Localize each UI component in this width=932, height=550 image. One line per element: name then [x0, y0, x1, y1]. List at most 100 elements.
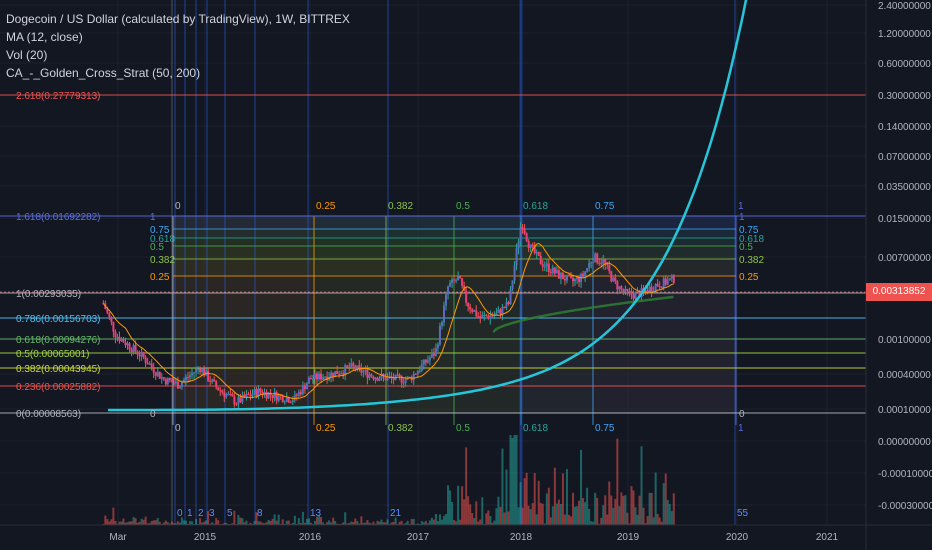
candle-body — [505, 302, 508, 308]
volume-bar — [332, 517, 335, 525]
candle-body — [636, 291, 639, 293]
volume-bar — [144, 516, 147, 525]
candle-body — [152, 367, 155, 373]
candle-body — [124, 342, 127, 346]
price-tick-label: 0.00040000 — [878, 370, 931, 381]
candle-body — [344, 365, 347, 375]
volume-bar — [467, 496, 470, 525]
volume-bar — [360, 516, 363, 525]
candle-body — [158, 371, 161, 379]
volume-bar — [166, 522, 169, 525]
volume-bar — [626, 512, 629, 525]
candle-body — [414, 373, 417, 375]
volume-bar — [259, 521, 262, 525]
candle-body — [201, 368, 204, 373]
fib-time-label-bottom: 0.5 — [456, 423, 470, 434]
candle-body — [412, 373, 415, 381]
fib-box-label-right: 0.25 — [739, 272, 759, 283]
candle-body — [334, 371, 337, 377]
volume-bar — [297, 518, 300, 525]
time-tick-label: 2018 — [510, 532, 533, 543]
candle-body — [511, 280, 514, 290]
fib-count-label: 2 — [198, 508, 204, 519]
candle-body — [563, 279, 566, 281]
candle-body — [531, 244, 534, 247]
candle-body — [491, 315, 494, 317]
volume-bar — [465, 447, 468, 525]
price-tick-label: 0.03500000 — [878, 182, 931, 193]
legend-golden-cross[interactable]: CA_-_Golden_Cross_Strat (50, 200) — [6, 66, 201, 80]
candle-body — [477, 315, 480, 317]
volume-bar — [191, 521, 194, 525]
candle-body — [166, 377, 169, 385]
candle-body — [602, 259, 605, 264]
candle-body — [461, 278, 464, 286]
candle-body — [442, 305, 445, 323]
volume-bar — [217, 520, 220, 525]
candle-body — [547, 263, 550, 272]
candle-body — [273, 392, 276, 399]
volume-bar — [561, 473, 564, 525]
candle-body — [513, 265, 516, 281]
candle-body — [247, 393, 250, 395]
candle-body — [386, 376, 389, 381]
fib-count-label: 1 — [187, 508, 193, 519]
legend-ma[interactable]: MA (12, close) — [6, 30, 83, 44]
volume-bar — [114, 520, 117, 525]
candle-body — [418, 370, 421, 372]
fib-time-label-top: 0.618 — [523, 201, 548, 212]
volume-bar — [152, 520, 155, 525]
fib-time-zone — [386, 216, 454, 413]
volume-bar — [307, 518, 310, 525]
volume-bar — [231, 523, 234, 525]
candle-body — [672, 275, 675, 283]
candle-body — [457, 276, 460, 281]
fib-time-zone-lines — [171, 0, 737, 525]
volume-bar — [426, 523, 429, 525]
fib-level-label: 0.382(0.00043945) — [16, 364, 101, 375]
volume-bar — [368, 522, 371, 525]
fib-level-label: 1.618(0.01692282) — [16, 212, 101, 223]
fib-box-label-right: 0.75 — [739, 225, 759, 236]
volume-bar — [624, 495, 627, 525]
volume-bar — [384, 522, 387, 525]
candle-body — [324, 376, 327, 378]
candle-body — [471, 309, 474, 312]
candle-body — [582, 273, 585, 277]
candle-body — [168, 377, 171, 381]
volume-bar — [457, 485, 460, 525]
candle-body — [545, 263, 548, 267]
volume-bar — [638, 495, 641, 525]
volume-bar — [565, 469, 568, 525]
fib-time-label-bottom: 0.25 — [316, 423, 336, 434]
volume-bar — [233, 510, 236, 525]
volume-bar — [287, 520, 290, 525]
volume-bar — [430, 517, 433, 525]
legend-volume[interactable]: Vol (20) — [6, 48, 48, 62]
volume-bar — [664, 473, 667, 525]
candle-body — [174, 381, 177, 384]
price-tick-label: 1.20000000 — [878, 29, 931, 40]
volume-bar — [211, 522, 214, 525]
volume-bar — [110, 519, 113, 525]
volume-bar — [362, 522, 365, 525]
candle-body — [658, 286, 661, 288]
volume-bar — [330, 522, 333, 525]
volume-bar — [586, 487, 589, 525]
volume-bar — [356, 521, 359, 525]
candle-body — [517, 241, 520, 249]
candle-body — [237, 397, 240, 405]
candle-body — [436, 344, 439, 349]
candle-body — [110, 316, 113, 322]
time-tick-label: 2016 — [299, 532, 322, 543]
volume-bar — [658, 517, 661, 525]
candle-body — [243, 394, 246, 398]
volume-bar — [130, 521, 133, 525]
time-tick-label: 2021 — [816, 532, 839, 543]
volume-bar — [541, 503, 544, 525]
time-tick-label: 2019 — [617, 532, 640, 543]
candle-body — [170, 380, 173, 383]
candle-body — [120, 338, 123, 341]
candle-body — [261, 392, 264, 395]
